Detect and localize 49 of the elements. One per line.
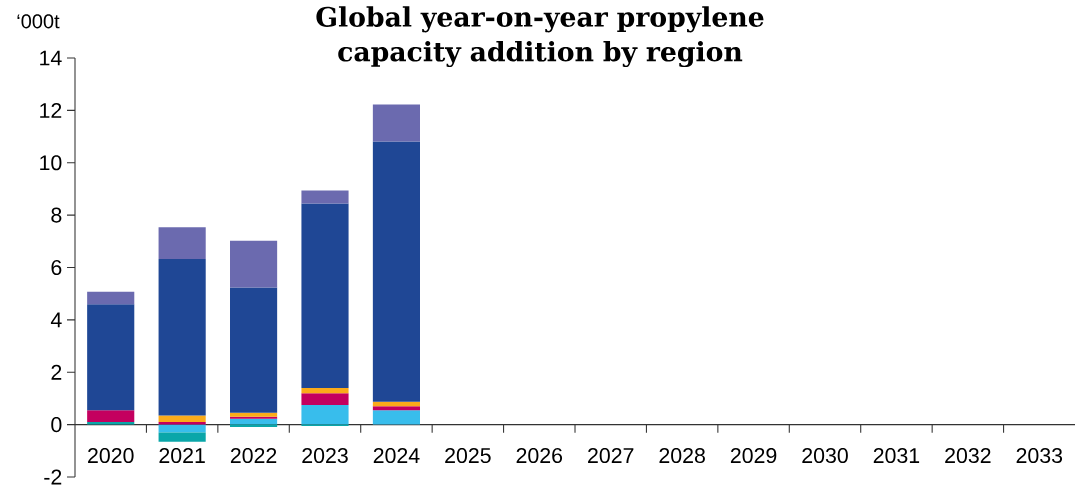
x-tick-label: 2021 (159, 448, 205, 464)
bar (230, 412, 278, 417)
x-tick-label: 2033 (1016, 448, 1063, 464)
bar (372, 410, 420, 425)
bar (87, 291, 135, 305)
x-tick-label: 2027 (588, 448, 634, 464)
bar (372, 406, 420, 411)
y-tick-label: -2 (44, 469, 62, 485)
bar (372, 141, 420, 402)
bar (230, 416, 278, 419)
x-tick-label: 2025 (445, 448, 491, 464)
x-tick-label: 2032 (945, 448, 991, 464)
x-tick-label: 2028 (659, 448, 705, 464)
bar (301, 190, 349, 204)
y-tick-label: 10 (40, 155, 62, 171)
bar (158, 422, 206, 425)
x-tick-label: 2023 (302, 448, 348, 464)
chart-title: Global year-on-year propylene capacity addition by region (316, 6, 764, 68)
x-tick-label: 2029 (730, 448, 777, 464)
x-tick-label: 2024 (373, 448, 420, 464)
bar (158, 227, 206, 260)
x-tick-label: 2030 (802, 448, 848, 464)
bar (230, 287, 278, 413)
x-tick-label: 2026 (516, 448, 563, 464)
y-tick-label: 2 (51, 364, 62, 380)
bar (230, 240, 278, 288)
bar (301, 393, 349, 405)
x-tick-label: 2020 (88, 448, 134, 464)
bar (87, 304, 135, 411)
y-tick-label: 0 (51, 417, 62, 433)
x-tick-label: 2022 (230, 448, 277, 464)
bar (301, 203, 349, 388)
bar (301, 387, 349, 394)
y-tick-label: 8 (51, 207, 62, 223)
x-tick-label: 2031 (873, 448, 920, 464)
bar (87, 410, 135, 423)
y-tick-label: 14 (40, 50, 62, 66)
bar (158, 432, 206, 442)
bar (158, 259, 206, 416)
bar (372, 104, 420, 142)
y-tick-label: 4 (50, 312, 62, 328)
bar (87, 422, 135, 425)
y-axis-title: ‘000t (17, 14, 60, 29)
bar (158, 415, 206, 423)
bar (301, 404, 349, 425)
bar (372, 401, 420, 407)
y-tick-label: 12 (40, 102, 62, 118)
y-tick-label: 6 (51, 259, 62, 276)
bar (230, 418, 278, 425)
